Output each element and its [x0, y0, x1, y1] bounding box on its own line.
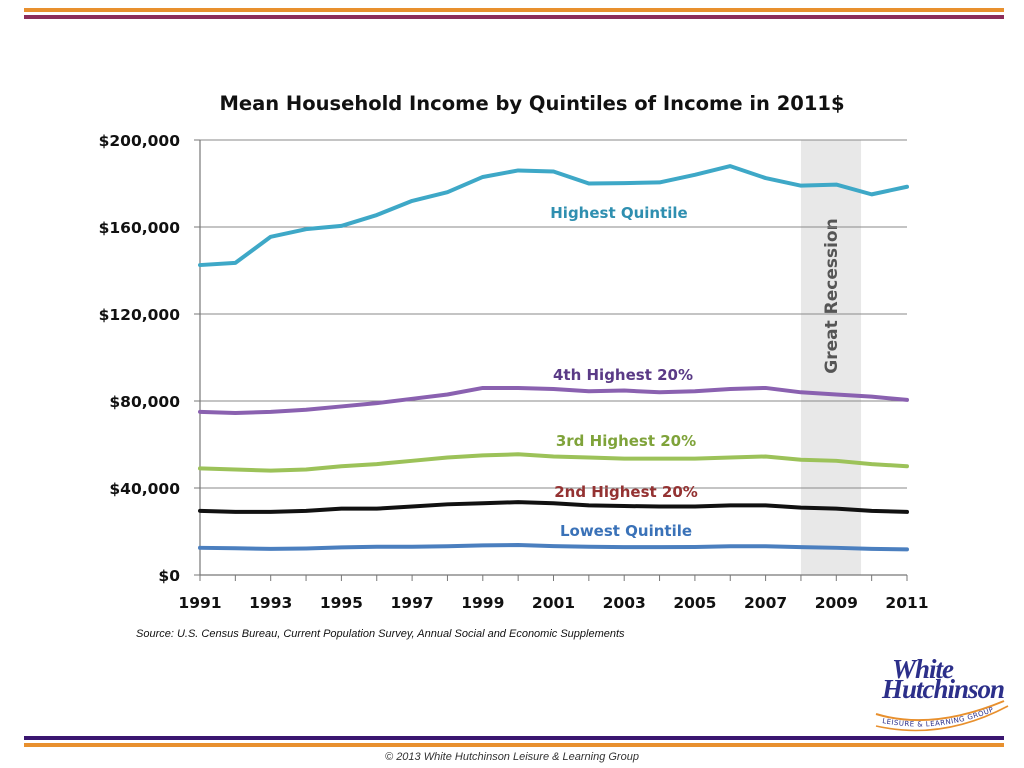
- logo-tagline: LEISURE & LEARNING GROUP: [882, 706, 996, 729]
- series-label-2: 4th Highest 20%: [553, 366, 693, 384]
- series-label-4: 2nd Highest 20%: [554, 483, 698, 501]
- x-tick-label: 2005: [673, 594, 716, 612]
- series-label-3: 3rd Highest 20%: [556, 432, 696, 450]
- series-label-1: Highest Quintile: [550, 204, 687, 222]
- recession-band-group: Great Recession: [800, 140, 862, 575]
- x-tick-label: 2007: [744, 594, 787, 612]
- line-chart: Mean Household Income by Quintiles of In…: [99, 92, 929, 612]
- series-line-4: [198, 500, 909, 514]
- x-tick-label: 2009: [815, 594, 858, 612]
- x-tick-label: 2011: [885, 594, 928, 612]
- series-line-2: [198, 385, 909, 415]
- logo-swoosh: LEISURE & LEARNING GROUP: [875, 700, 1009, 732]
- chart-title: Mean Household Income by Quintiles of In…: [219, 92, 844, 115]
- y-tick-label: $120,000: [99, 306, 181, 324]
- x-tick-label: 1995: [320, 594, 363, 612]
- series-line-3: [198, 452, 909, 473]
- x-tick-label: 1999: [461, 594, 504, 612]
- series-labels: Highest Quintile 4th Highest 20% 3rd Highe…: [550, 204, 698, 540]
- bottom-purple-rule: [24, 736, 1004, 740]
- logo-line-1: White: [892, 654, 954, 684]
- x-tick-label: 2001: [532, 594, 575, 612]
- company-logo: White Hutchinson LEISURE & LEARNING GROU…: [862, 656, 1012, 732]
- top-purple-rule: [24, 15, 1004, 19]
- series-line-1: [198, 164, 909, 268]
- source-note: Source: U.S. Census Bureau, Current Popu…: [136, 628, 625, 640]
- y-tick-label: $80,000: [109, 393, 180, 411]
- x-tick-label: 2003: [603, 594, 646, 612]
- x-tick-label: 1997: [391, 594, 434, 612]
- copyright-footer: © 2013 White Hutchinson Leisure & Learni…: [385, 751, 639, 763]
- x-tick-label: 1993: [249, 594, 292, 612]
- y-tick-label: $160,000: [99, 219, 181, 237]
- x-tick-label: 1991: [178, 594, 221, 612]
- y-tick-label: $40,000: [109, 480, 180, 498]
- recession-label: Great Recession: [822, 218, 842, 373]
- y-tick-label: $0: [158, 567, 180, 585]
- recession-band: [800, 140, 862, 575]
- top-orange-rule: [24, 8, 1004, 12]
- axes: $0 $40,000 $80,000 $120,000 $160,000 $200,000…: [99, 132, 929, 612]
- series-line-5: [198, 542, 909, 552]
- bottom-orange-rule: [24, 743, 1004, 747]
- logo-line-2: Hutchinson: [882, 674, 1005, 704]
- series-label-5: Lowest Quintile: [560, 522, 692, 540]
- y-tick-label: $200,000: [99, 132, 181, 150]
- series-lines: [198, 164, 909, 552]
